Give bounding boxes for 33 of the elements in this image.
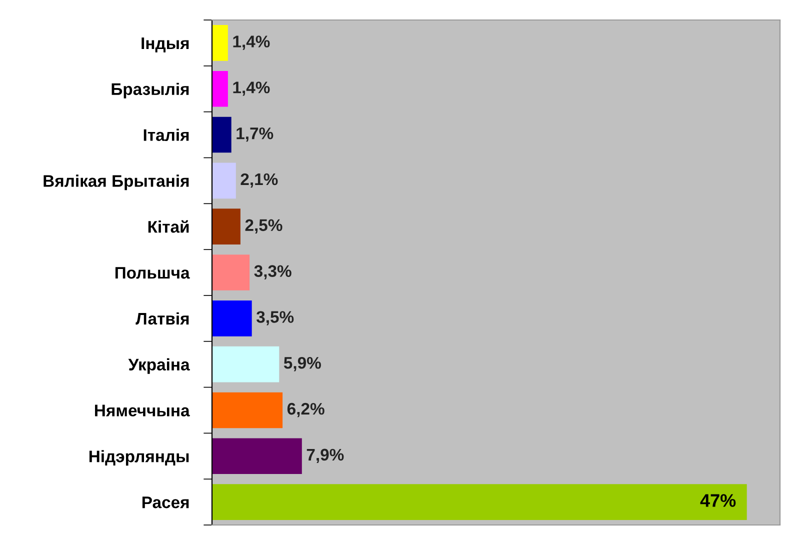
bar bbox=[212, 438, 302, 474]
y-tick-label: Нідэрлянды bbox=[89, 450, 189, 466]
y-tick-label: Нямеччына bbox=[95, 404, 190, 416]
bar bbox=[212, 116, 232, 153]
bar bbox=[212, 70, 228, 107]
bar bbox=[212, 484, 747, 520]
data-label: 2,5% bbox=[245, 219, 282, 234]
y-tick-label: Латвія bbox=[136, 312, 189, 325]
bar bbox=[212, 392, 283, 428]
data-label: 1,4% bbox=[233, 82, 270, 96]
data-label: 2,1% bbox=[240, 173, 278, 188]
y-tick-label: Польшча bbox=[115, 267, 190, 279]
data-label: 1,4% bbox=[233, 36, 270, 50]
bar bbox=[212, 300, 252, 336]
y-tick-label: Італія bbox=[144, 128, 189, 141]
y-tick-label: Вялікая Брытанія bbox=[44, 174, 189, 190]
bar bbox=[212, 346, 280, 382]
bar bbox=[212, 25, 228, 61]
data-label: 3,5% bbox=[256, 311, 294, 326]
data-label: 5,9% bbox=[284, 356, 321, 372]
y-tick-label: Бразылія bbox=[112, 82, 189, 98]
bar bbox=[212, 208, 240, 244]
data-label: 3,3% bbox=[254, 265, 292, 280]
data-label: 7,9% bbox=[306, 448, 344, 464]
y-tick-label: Украіна bbox=[128, 358, 190, 374]
data-label: 1,7% bbox=[236, 127, 274, 142]
y-tick-label: Расея bbox=[142, 496, 189, 508]
data-label: 47% bbox=[700, 494, 736, 507]
bar bbox=[212, 254, 250, 290]
y-tick-label: Кітай bbox=[148, 220, 189, 233]
data-label: 6,2% bbox=[287, 402, 324, 418]
bar bbox=[212, 162, 236, 199]
y-tick-label: Індыя bbox=[142, 38, 189, 52]
